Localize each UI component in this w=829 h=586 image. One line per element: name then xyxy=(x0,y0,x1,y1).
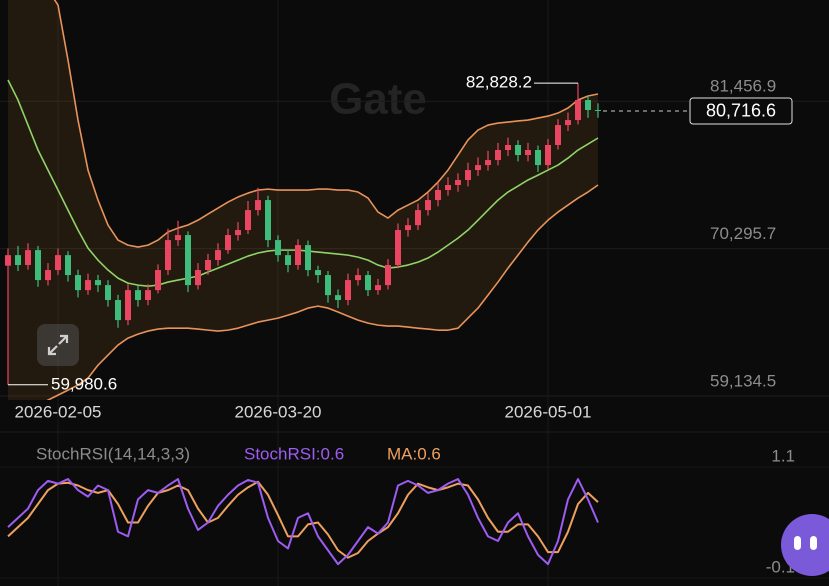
candle-body xyxy=(495,150,501,161)
candle-body xyxy=(325,275,331,296)
upper-band xyxy=(53,0,599,248)
candle-body xyxy=(365,275,371,291)
lower-band xyxy=(46,184,599,400)
candle-body xyxy=(335,295,341,301)
candle-body xyxy=(465,170,471,180)
candle-body xyxy=(175,235,181,241)
candle-body xyxy=(135,290,141,301)
candle-body xyxy=(585,100,591,111)
middle-band xyxy=(7,79,599,287)
candle-body xyxy=(415,210,421,226)
candle-body xyxy=(125,290,131,321)
y-tick-label: 1.1 xyxy=(771,446,795,465)
plot xyxy=(7,478,599,566)
candle-body xyxy=(575,100,581,121)
candle-body xyxy=(25,250,31,266)
candle-body xyxy=(35,250,41,281)
chat-button[interactable] xyxy=(781,514,829,576)
candle-body xyxy=(95,280,101,286)
indicator-title: StochRSI(14,14,3,3) xyxy=(36,444,190,463)
candle-body xyxy=(535,150,541,166)
candle-body xyxy=(545,144,551,166)
x-tick-label: 2026-03-20 xyxy=(235,402,322,421)
high-label: 82,828.2 xyxy=(466,73,532,92)
watermark: Gate xyxy=(329,75,427,124)
candle-body xyxy=(265,200,271,241)
candle-body xyxy=(45,270,51,281)
expand-icon[interactable] xyxy=(47,334,69,356)
chat-eye[interactable] xyxy=(794,536,801,550)
candle-body xyxy=(315,270,321,276)
candle-body xyxy=(15,255,21,266)
candle-body xyxy=(275,240,281,256)
candle-body xyxy=(155,270,161,291)
last-price-box xyxy=(689,97,793,125)
candle-body xyxy=(75,275,81,291)
candle-body xyxy=(475,165,481,171)
y-tick-label: 70,295.7 xyxy=(710,224,776,243)
candle-body xyxy=(195,270,201,286)
y-tick-label: 81,456.9 xyxy=(710,77,776,96)
candle-body xyxy=(225,235,231,251)
legend-entry: StochRSI:0.6 xyxy=(244,444,344,463)
candle-body xyxy=(65,255,71,276)
y-tick-label: 59,134.5 xyxy=(710,371,776,390)
candle-body xyxy=(345,280,351,301)
expand-bg[interactable] xyxy=(37,324,79,366)
candle-body xyxy=(375,285,381,291)
stoch-line xyxy=(7,478,599,566)
candle-body xyxy=(115,300,121,321)
candle-body xyxy=(405,225,411,231)
candle-body xyxy=(105,285,111,301)
candle-body xyxy=(85,280,91,291)
candle-body xyxy=(255,200,261,211)
candle-body xyxy=(565,120,571,126)
chat-eye[interactable] xyxy=(810,536,817,550)
candle-body xyxy=(425,200,431,211)
candle-body xyxy=(355,275,361,281)
candle-body xyxy=(385,265,391,286)
expand-button[interactable] xyxy=(37,324,79,366)
candle-body xyxy=(515,144,521,156)
candle-body xyxy=(185,235,191,286)
candle-body xyxy=(445,185,451,191)
candle-body xyxy=(5,255,11,266)
candle-body xyxy=(235,230,241,236)
low-label: 59,980.6 xyxy=(51,374,117,393)
candle-body xyxy=(55,255,61,271)
candle-body xyxy=(525,150,531,156)
candle-body xyxy=(285,255,291,266)
x-tick-label: 2026-05-01 xyxy=(505,402,592,421)
plot xyxy=(5,0,601,400)
candle-body xyxy=(505,144,511,151)
stoch-line xyxy=(7,480,599,559)
candle-body xyxy=(215,250,221,261)
candle-body xyxy=(205,260,211,271)
last-price-label: 80,716.6 xyxy=(706,101,776,121)
chat-bubble[interactable] xyxy=(781,514,829,576)
x-tick-label: 2026-02-05 xyxy=(15,402,102,421)
candle-body xyxy=(455,179,461,186)
candle-body xyxy=(145,290,151,301)
candle-body xyxy=(165,240,171,271)
candle-body xyxy=(295,245,301,266)
candle-body xyxy=(555,125,561,145)
candle-body xyxy=(305,245,311,271)
candle-body xyxy=(435,190,441,201)
band-fill xyxy=(8,0,598,400)
candle-body xyxy=(245,210,251,231)
candle-body xyxy=(485,160,491,166)
candle-body xyxy=(395,230,401,266)
legend-entry: MA:0.6 xyxy=(387,444,441,463)
candle-body xyxy=(595,110,601,112)
